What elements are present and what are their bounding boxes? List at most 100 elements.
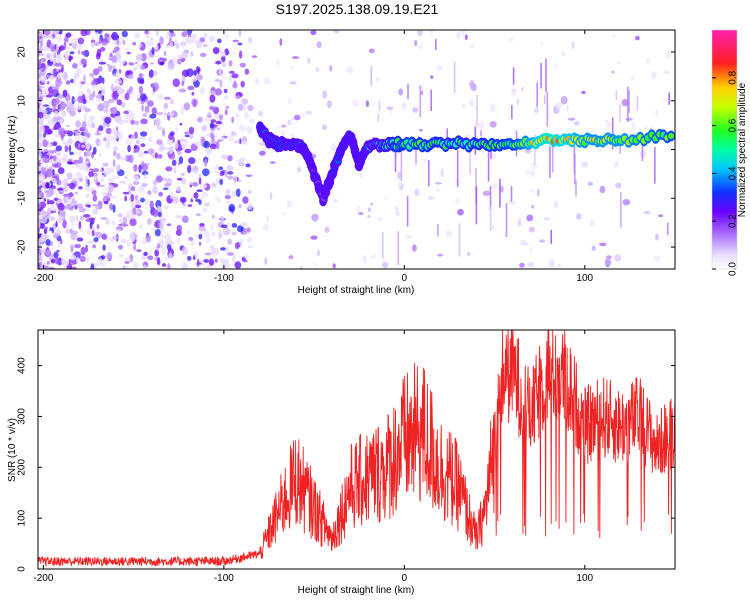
heatmap-cell bbox=[113, 73, 117, 77]
heatmap-cell bbox=[63, 103, 68, 108]
heatmap-cell bbox=[111, 106, 118, 115]
heatmap-cell bbox=[44, 226, 48, 230]
heatmap-cell bbox=[224, 109, 228, 116]
x-tick-label: 0 bbox=[402, 573, 408, 584]
heatmap-cell bbox=[80, 216, 84, 221]
heatmap-cell bbox=[217, 231, 223, 239]
heatmap-cell bbox=[202, 44, 208, 47]
heatmap-cell bbox=[539, 41, 544, 45]
heatmap-cell bbox=[56, 249, 60, 253]
heatmap-cell bbox=[147, 148, 155, 155]
heatmap-cell bbox=[105, 140, 111, 149]
heatmap-cell bbox=[44, 116, 50, 120]
heatmap-cell bbox=[85, 175, 88, 184]
heatmap-cell bbox=[376, 77, 379, 82]
heatmap-cell bbox=[397, 171, 402, 180]
heatmap-cell bbox=[179, 41, 187, 47]
heatmap-cell bbox=[98, 152, 102, 157]
heatmap-cell bbox=[68, 145, 72, 152]
heatmap-cell bbox=[111, 31, 118, 41]
heatmap-cell bbox=[154, 222, 158, 228]
heatmap-cell bbox=[614, 160, 620, 167]
heatmap-cell bbox=[521, 86, 525, 92]
heatmap-cell bbox=[108, 64, 112, 72]
heatmap-cell bbox=[75, 162, 79, 168]
heatmap-cell bbox=[152, 209, 159, 217]
heatmap-cell bbox=[77, 50, 81, 55]
heatmap-cell bbox=[202, 207, 208, 213]
heatmap-cell bbox=[109, 203, 114, 211]
heatmap-cell bbox=[152, 185, 158, 195]
heatmap-cell bbox=[58, 46, 62, 53]
heatmap-cell bbox=[163, 205, 170, 210]
heatmap-cell bbox=[205, 147, 213, 155]
heatmap-cell bbox=[73, 252, 80, 256]
heatmap-cell bbox=[53, 155, 57, 162]
heatmap-cell bbox=[150, 62, 154, 65]
heatmap-cell bbox=[209, 94, 216, 103]
heatmap-cell bbox=[111, 236, 119, 240]
heatmap-cell bbox=[437, 253, 444, 257]
heatmap-cell bbox=[137, 97, 141, 101]
heatmap-cell bbox=[39, 160, 45, 164]
heatmap-cell bbox=[192, 182, 199, 187]
heatmap-cell bbox=[91, 189, 97, 196]
heatmap-cell bbox=[63, 36, 70, 44]
heatmap-cell bbox=[52, 141, 58, 147]
heatmap-cell bbox=[101, 41, 108, 47]
heatmap-cell bbox=[219, 79, 223, 88]
heatmap-cell bbox=[55, 145, 63, 152]
heatmap-cell bbox=[124, 176, 128, 179]
heatmap-cell bbox=[114, 85, 121, 90]
heatmap-cell bbox=[81, 121, 87, 130]
heatmap-cell bbox=[147, 255, 154, 260]
heatmap-cell bbox=[130, 119, 135, 125]
heatmap-cell bbox=[279, 38, 283, 46]
heatmap-cell bbox=[568, 117, 576, 121]
heatmap-cell bbox=[231, 223, 238, 228]
heatmap-cell bbox=[71, 107, 77, 112]
heatmap-cell bbox=[188, 126, 195, 135]
heatmap-cell bbox=[550, 229, 552, 244]
heatmap-cell bbox=[133, 150, 136, 154]
heatmap-cell bbox=[140, 64, 146, 70]
heatmap-cell bbox=[276, 58, 280, 67]
heatmap-cell bbox=[59, 118, 64, 125]
heatmap-cell bbox=[231, 190, 236, 197]
heatmap-cell bbox=[46, 120, 53, 126]
heatmap-cell bbox=[49, 143, 53, 148]
heatmap-cell bbox=[124, 261, 130, 264]
heatmap-cell bbox=[394, 206, 399, 213]
heatmap-cell bbox=[85, 201, 92, 205]
heatmap-cell bbox=[163, 102, 169, 110]
heatmap-cell bbox=[204, 252, 212, 256]
heatmap-cell bbox=[133, 120, 140, 126]
heatmap-cell bbox=[599, 242, 607, 247]
heatmap-cell bbox=[56, 68, 59, 72]
heatmap-cell bbox=[76, 172, 83, 179]
heatmap-cell bbox=[151, 47, 155, 55]
heatmap-cell bbox=[102, 162, 109, 167]
heatmap-cell bbox=[154, 30, 160, 34]
heatmap-cell bbox=[74, 205, 78, 210]
heatmap-cell bbox=[482, 190, 491, 197]
heatmap-cell bbox=[147, 218, 152, 225]
heatmap-cell bbox=[112, 176, 121, 180]
heatmap-cell bbox=[122, 191, 129, 195]
heatmap-cell bbox=[142, 264, 147, 269]
heatmap-cell bbox=[333, 30, 340, 34]
heatmap-cell bbox=[177, 150, 183, 156]
heatmap-cell bbox=[193, 69, 197, 76]
heatmap-cell bbox=[534, 134, 536, 165]
heatmap-cell bbox=[93, 175, 98, 184]
heatmap-cell bbox=[159, 36, 164, 45]
heatmap-cell bbox=[468, 99, 475, 107]
heatmap-cell bbox=[351, 99, 359, 108]
heatmap-cell bbox=[108, 167, 115, 173]
y-tick-label: -20 bbox=[17, 239, 28, 254]
heatmap-cell bbox=[132, 67, 137, 72]
heatmap-cell bbox=[169, 131, 175, 136]
heatmap-cell bbox=[165, 166, 173, 172]
